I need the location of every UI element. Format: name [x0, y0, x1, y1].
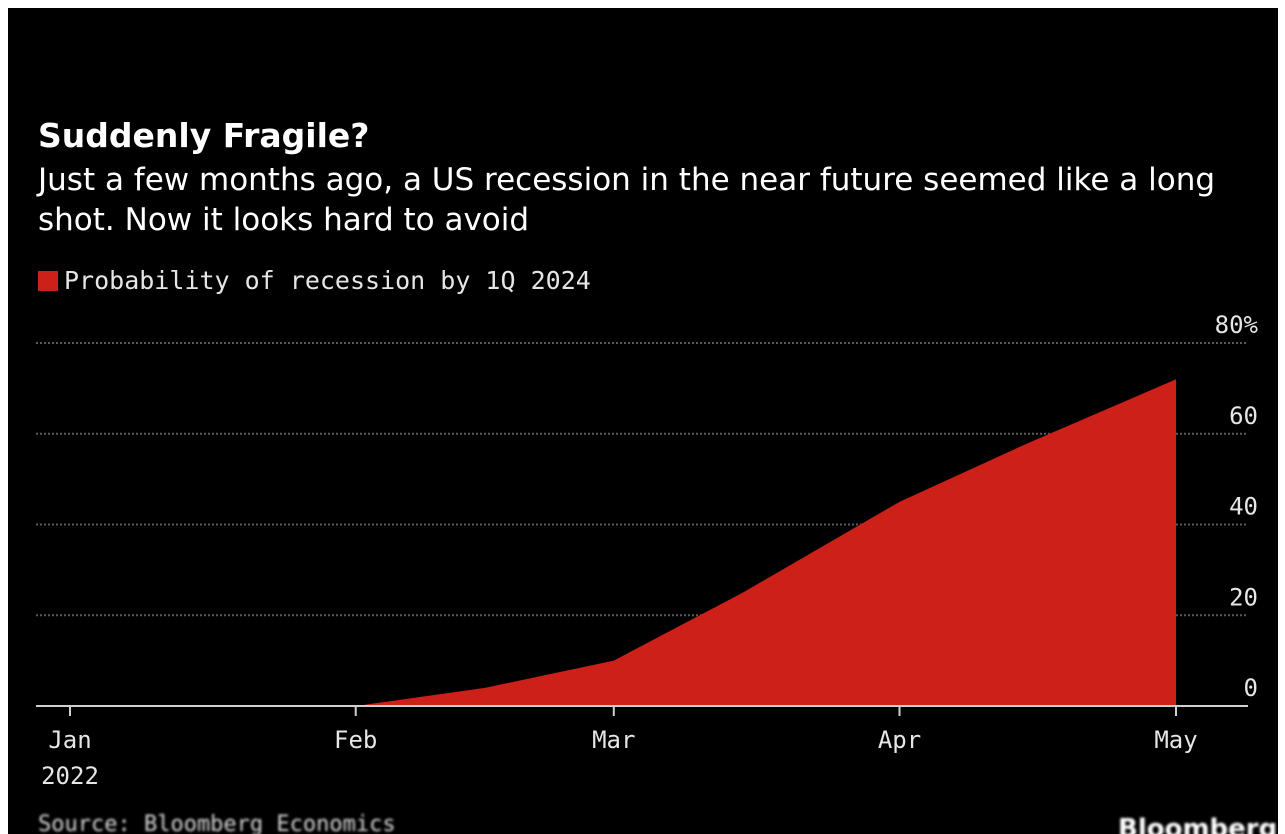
- x-tick-label: Feb: [334, 726, 377, 754]
- y-tick-label: 20: [1229, 583, 1258, 611]
- chart-frame: Suddenly Fragile? Just a few months ago,…: [8, 8, 1278, 834]
- y-tick-label: 40: [1229, 493, 1258, 521]
- legend-swatch: [38, 270, 58, 291]
- area-series: [355, 379, 1176, 706]
- x-tick-label: Jan: [48, 726, 91, 754]
- y-tick-label: 0: [1244, 674, 1258, 702]
- x-tick-sublabel: 2022: [41, 762, 99, 790]
- y-tick-label: 80%: [1215, 311, 1259, 339]
- chart-title: Suddenly Fragile?: [38, 116, 370, 155]
- legend: Probability of recession by 1Q 2024: [38, 266, 591, 295]
- source-note: Source: Bloomberg Economics: [38, 812, 396, 834]
- x-tick-label: May: [1154, 726, 1197, 754]
- chart-subtitle: Just a few months ago, a US recession in…: [38, 162, 1216, 238]
- y-tick-label: 60: [1229, 402, 1258, 430]
- brand-logo: Bloomberg: [1118, 814, 1278, 834]
- x-tick-label: Mar: [592, 726, 635, 754]
- legend-label: Probability of recession by 1Q 2024: [64, 266, 591, 295]
- x-tick-label: Apr: [878, 726, 921, 754]
- plot-area: 0 20 40 60 80% Jan 2022 Feb Mar Apr May: [36, 311, 1259, 790]
